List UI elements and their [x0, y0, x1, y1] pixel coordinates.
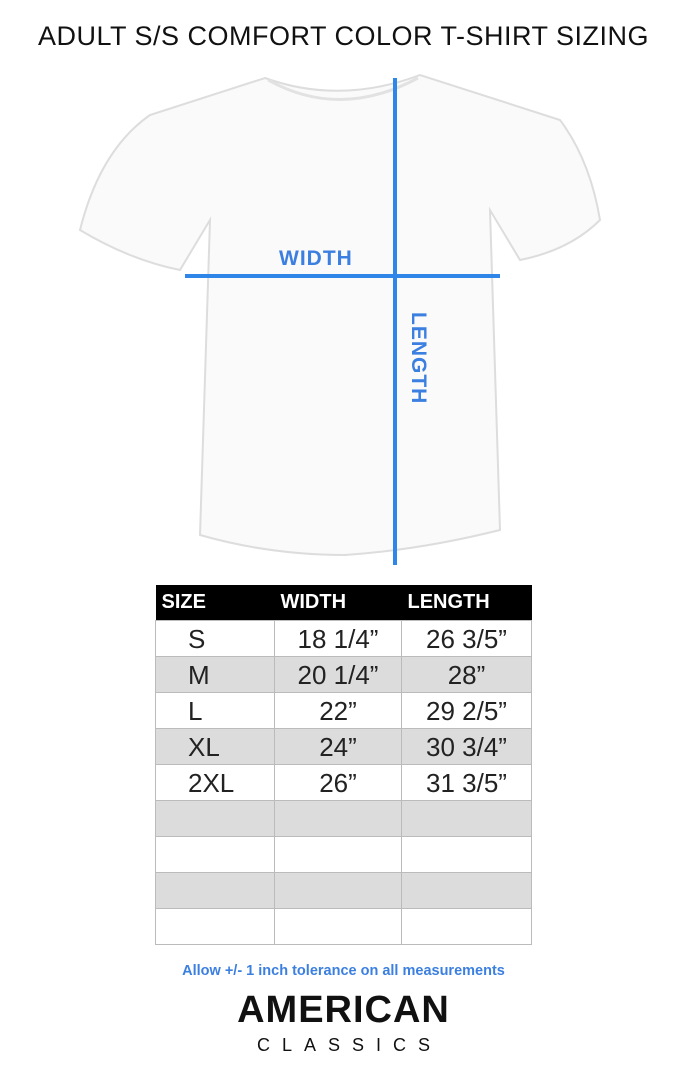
- length-cell: 29 2/5”: [401, 692, 532, 729]
- length-cell: [401, 872, 532, 909]
- table-row: [155, 800, 532, 837]
- size-table: SIZE WIDTH LENGTH S 18 1/4” 26 3/5” M 20 1/4…: [155, 585, 532, 945]
- width-cell: [274, 908, 402, 945]
- length-cell: [401, 836, 532, 873]
- table-row: XL 24” 30 3/4”: [155, 728, 532, 765]
- page-title: ADULT S/S COMFORT COLOR T-SHIRT SIZING: [37, 21, 650, 51]
- table-row: [155, 908, 532, 945]
- header-width: WIDTH: [274, 585, 402, 621]
- width-cell: 20 1/4”: [274, 656, 402, 693]
- size-cell: [155, 908, 275, 945]
- width-cell: [274, 836, 402, 873]
- size-cell: [155, 872, 275, 909]
- length-cell: 31 3/5”: [401, 764, 532, 801]
- header-size: SIZE: [155, 585, 275, 621]
- tshirt-diagram: [78, 73, 602, 565]
- logo-classics: CLASSICS: [256, 1035, 443, 1055]
- width-cell: 18 1/4”: [274, 620, 402, 657]
- size-cell: L: [155, 692, 275, 729]
- size-cell: XL: [155, 728, 275, 765]
- size-cell: S: [155, 620, 275, 657]
- table-row: L 22” 29 2/5”: [155, 692, 532, 729]
- length-cell: 30 3/4”: [401, 728, 532, 765]
- width-cell: 22”: [274, 692, 402, 729]
- width-label: WIDTH: [279, 247, 353, 270]
- tolerance-note: Allow +/- 1 inch tolerance on all measur…: [182, 963, 505, 979]
- length-label: LENGTH: [407, 312, 430, 405]
- length-cell: [401, 908, 532, 945]
- logo-american: AMERICAN: [237, 989, 450, 1031]
- size-cell: M: [155, 656, 275, 693]
- width-cell: 24”: [274, 728, 402, 765]
- size-cell: [155, 836, 275, 873]
- table-row: [155, 872, 532, 909]
- length-cell: [401, 800, 532, 837]
- header-length: LENGTH: [401, 585, 532, 621]
- table-row: [155, 836, 532, 873]
- size-cell: [155, 800, 275, 837]
- table-row: M 20 1/4” 28”: [155, 656, 532, 693]
- width-cell: [274, 872, 402, 909]
- tshirt-shape: [78, 73, 602, 557]
- table-row: 2XL 26” 31 3/5”: [155, 764, 532, 801]
- width-cell: [274, 800, 402, 837]
- width-cell: 26”: [274, 764, 402, 801]
- length-cell: 28”: [401, 656, 532, 693]
- length-cell: 26 3/5”: [401, 620, 532, 657]
- table-row: S 18 1/4” 26 3/5”: [155, 620, 532, 657]
- collar: [267, 76, 419, 101]
- size-cell: 2XL: [155, 764, 275, 801]
